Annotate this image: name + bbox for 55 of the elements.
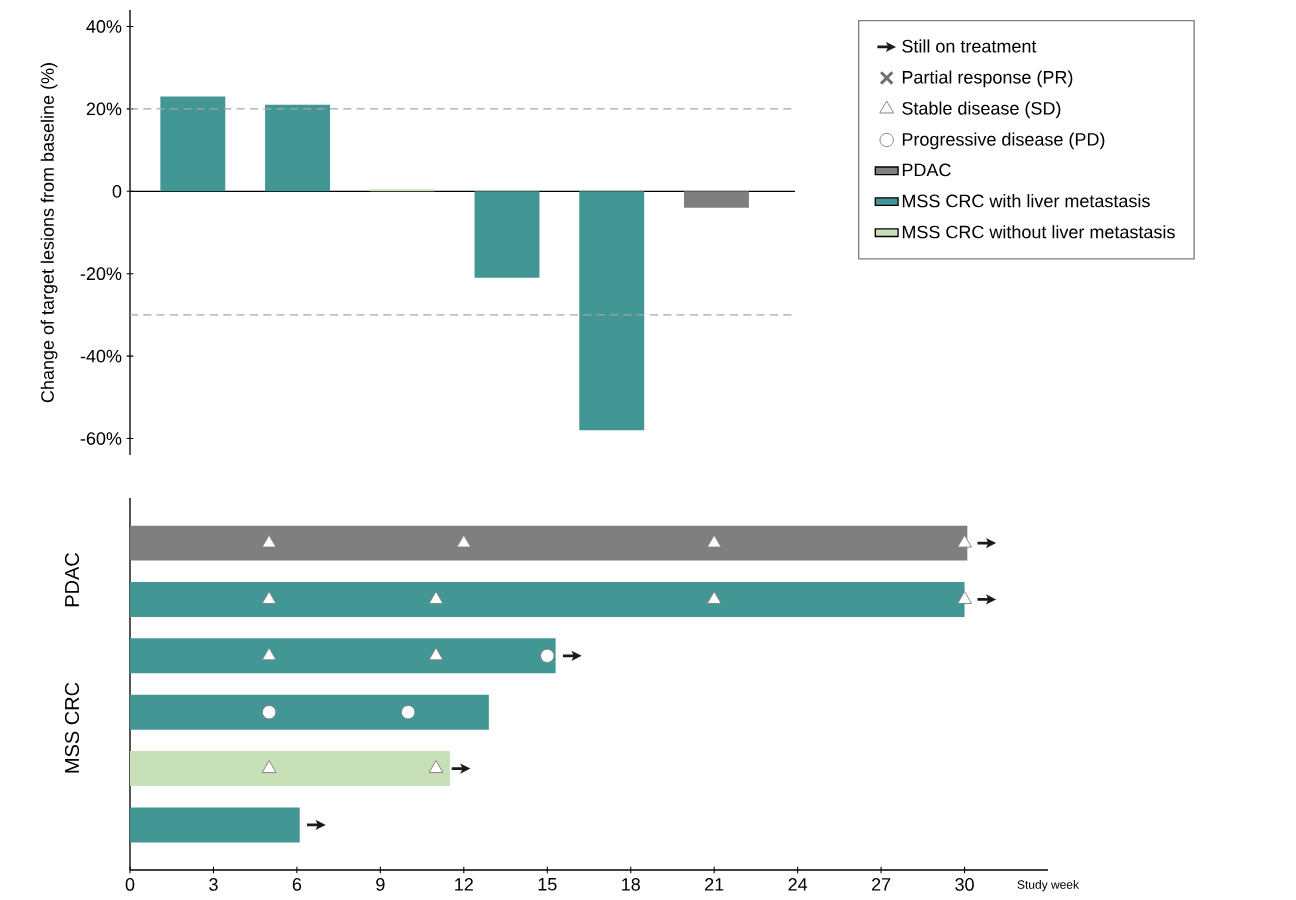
x-tick-label: 15 — [538, 878, 557, 891]
point — [261, 590, 277, 604]
bar — [684, 191, 749, 208]
bar — [130, 581, 965, 617]
y-tick-label: -20% — [80, 267, 122, 281]
point — [401, 705, 416, 720]
x-tick-label: 12 — [455, 878, 473, 891]
point — [456, 534, 472, 548]
bar — [265, 104, 331, 192]
point — [261, 534, 277, 548]
x-tick-label: 3 — [209, 878, 218, 891]
x-tick-label: 6 — [292, 878, 302, 891]
point — [428, 760, 444, 774]
bar — [130, 638, 556, 674]
y-axis-title: Change of target lesions from baseline (%) — [40, 63, 58, 403]
bar — [579, 191, 645, 431]
point — [957, 590, 972, 604]
y-tick-label: 40% — [86, 20, 122, 33]
x-tick-label: 30 — [955, 878, 974, 891]
legend-label: Partial response (PR) — [902, 70, 1073, 88]
text: MSS CRC — [64, 682, 80, 773]
bar — [130, 694, 489, 730]
x-tick-label: 24 — [788, 878, 808, 891]
y-tick-label: -40% — [80, 349, 122, 363]
point — [957, 534, 972, 548]
point — [706, 590, 722, 604]
bar — [130, 751, 450, 787]
legend-label: Stable disease (SD) — [902, 101, 1061, 119]
x-tick-label: 21 — [705, 878, 724, 891]
y-tick-label: 20% — [86, 102, 122, 116]
bar — [130, 525, 968, 561]
bar — [160, 96, 226, 192]
point — [261, 760, 277, 774]
point — [428, 647, 444, 661]
x-tick-label: 27 — [871, 878, 891, 891]
legend-label: MSS CRC with liver metastasis — [902, 194, 1150, 208]
point — [428, 590, 444, 604]
x-tick-label: 9 — [376, 878, 385, 891]
bar — [130, 807, 300, 843]
bar — [369, 189, 435, 192]
y-tick-label: -60% — [80, 432, 122, 445]
legend-label: PDAC — [902, 163, 951, 177]
point — [261, 647, 277, 661]
y-tick-label: 0 — [112, 184, 122, 198]
x-axis-title: Study week — [1017, 880, 1080, 892]
x-tick-label: 18 — [622, 878, 640, 891]
text: PDAC — [64, 552, 80, 607]
x-tick-label: 0 — [125, 878, 135, 891]
legend-label: Progressive disease (PD) — [902, 132, 1105, 150]
point — [261, 705, 277, 720]
legend-label: MSS CRC without liver metastasis — [902, 225, 1175, 239]
bar — [474, 191, 540, 278]
legend-label: Still on treatment — [902, 39, 1037, 53]
point — [540, 648, 555, 663]
point — [706, 534, 722, 548]
